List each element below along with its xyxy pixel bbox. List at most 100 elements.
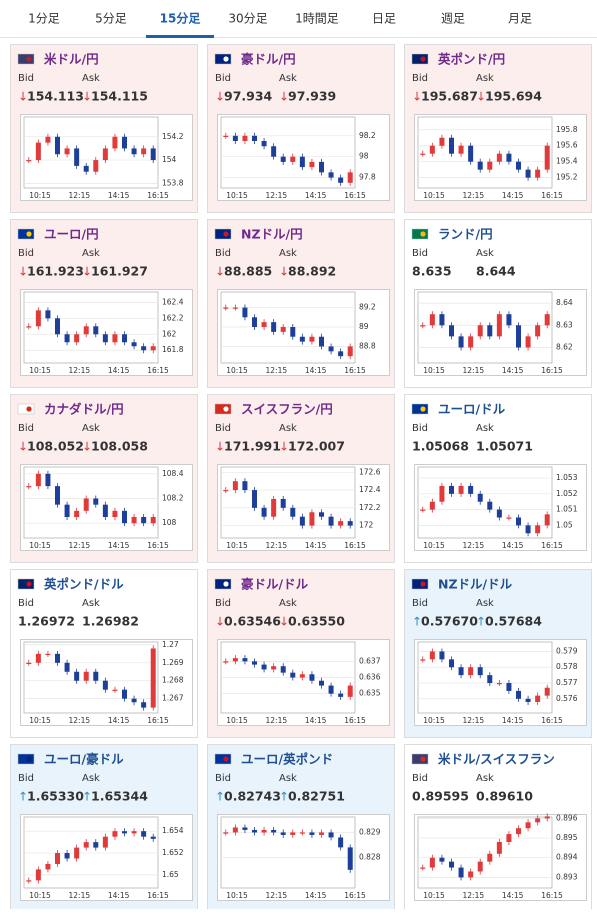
tab[interactable]: 週足 [441, 12, 465, 26]
x-tick-label: 12:15 [463, 891, 485, 900]
y-tick-label: 172.4 [359, 485, 381, 494]
candle [141, 517, 147, 524]
candle [309, 674, 315, 681]
candle [477, 493, 483, 502]
candle [26, 160, 32, 162]
ask-value: 161.927 [91, 264, 148, 279]
candle [299, 336, 305, 342]
y-tick-label: 0.579 [556, 646, 578, 655]
ask-label: Ask [279, 598, 297, 609]
y-tick-label: 195.8 [556, 125, 578, 134]
candle [261, 664, 267, 670]
tab[interactable]: 1時間足 [295, 12, 339, 26]
bid-arrow: ↓ [215, 90, 225, 104]
plot-frame [220, 116, 356, 189]
flag [214, 578, 232, 590]
candle [328, 172, 334, 178]
x-tick-label: 16:15 [541, 191, 563, 200]
y-tick-label: 162.4 [162, 297, 184, 306]
y-tick-label: 0.576 [556, 694, 578, 703]
candle [516, 161, 521, 170]
x-tick-label: 16:15 [147, 191, 169, 200]
candle [487, 675, 493, 684]
ask-label: Ask [476, 248, 494, 259]
x-tick-label: 16:15 [344, 541, 366, 550]
candle [338, 177, 344, 183]
candle [458, 867, 464, 878]
x-tick-label: 12:15 [463, 541, 485, 550]
tab[interactable]: 5分足 [95, 12, 127, 26]
ask-label: Ask [82, 598, 100, 609]
candle [439, 137, 445, 146]
tab[interactable]: 15分足 [160, 11, 201, 26]
pair-name: 米ドル/スイスフラン [437, 752, 555, 767]
y-tick-label: 153.8 [162, 178, 184, 187]
bid-value: 195.687 [421, 89, 478, 104]
y-tick-label: 0.829 [359, 827, 381, 836]
candle [280, 156, 286, 162]
candle [516, 828, 521, 835]
candle [525, 169, 531, 178]
bid-arrow: ↑ [215, 790, 225, 804]
y-tick-label: 8.62 [556, 342, 573, 351]
candle [26, 662, 32, 664]
candle [516, 517, 521, 526]
candle [122, 831, 127, 834]
candle [525, 336, 531, 348]
candle [516, 325, 521, 348]
x-tick-label: 16:15 [147, 891, 169, 900]
candle [45, 653, 51, 656]
candle [64, 662, 70, 672]
candle [252, 661, 257, 665]
tab[interactable]: 30分足 [228, 12, 267, 26]
plot-frame [23, 291, 159, 364]
candle [280, 498, 286, 508]
candle [131, 342, 137, 347]
ask-value: 1.65344 [91, 789, 148, 804]
pair-name: ランド/円 [438, 227, 493, 242]
candle [449, 137, 454, 154]
tab[interactable]: 1分足 [28, 12, 60, 26]
x-tick-label: 16:15 [541, 366, 563, 375]
candle [35, 310, 41, 327]
bid-value: 8.635 [412, 264, 452, 279]
ask-arrow: ↓ [82, 440, 92, 454]
ask-value: 8.644 [476, 264, 516, 279]
bid-label: Bid [215, 248, 231, 259]
candle [544, 314, 550, 326]
y-tick-label: 195.6 [556, 141, 578, 150]
candle [328, 685, 334, 694]
flag [17, 53, 35, 65]
candle [290, 507, 296, 517]
y-tick-label: 1.051 [556, 505, 578, 514]
y-tick-label: 0.577 [556, 678, 578, 687]
flag [17, 403, 35, 415]
candle [496, 153, 502, 162]
x-tick-label: 10:15 [29, 191, 51, 200]
candle [328, 832, 334, 838]
candle [232, 481, 238, 491]
candle [319, 680, 324, 686]
candle [64, 334, 70, 343]
x-tick-label: 10:15 [423, 891, 445, 900]
flag [17, 578, 35, 590]
flag [214, 53, 232, 65]
candle [55, 486, 60, 505]
flag-mark [223, 581, 229, 587]
candle [74, 671, 80, 681]
candle [35, 142, 41, 161]
candle [535, 169, 541, 178]
candle [131, 698, 137, 703]
candle [468, 336, 474, 348]
candle [93, 160, 99, 172]
flag-mark [223, 231, 229, 237]
candle [223, 661, 229, 663]
candle [102, 334, 108, 343]
candle [242, 481, 248, 491]
y-tick-label: 108.4 [162, 469, 184, 478]
candle [252, 135, 257, 142]
y-tick-label: 0.636 [359, 673, 381, 682]
tab[interactable]: 月足 [508, 12, 532, 26]
candle [299, 156, 305, 168]
tab[interactable]: 日足 [372, 12, 396, 26]
